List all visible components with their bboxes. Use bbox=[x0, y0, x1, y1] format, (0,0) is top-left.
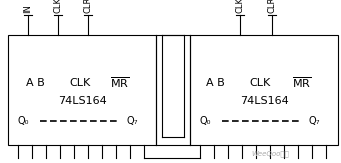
Bar bbox=[8, 35, 156, 145]
Text: A B: A B bbox=[26, 78, 44, 88]
Text: $\overline{\mathrm{MR}}$: $\overline{\mathrm{MR}}$ bbox=[292, 76, 312, 90]
Text: CLR: CLR bbox=[84, 0, 92, 13]
Text: Q₀: Q₀ bbox=[200, 116, 211, 126]
Text: Q₇: Q₇ bbox=[127, 116, 138, 126]
Text: A B: A B bbox=[206, 78, 224, 88]
Text: 74LS164: 74LS164 bbox=[58, 96, 106, 106]
Text: IN: IN bbox=[24, 4, 32, 13]
Text: CLKI: CLKI bbox=[236, 0, 244, 13]
Bar bbox=[190, 35, 338, 145]
Text: CLK: CLK bbox=[69, 78, 91, 88]
Text: WeeQoo推库: WeeQoo推库 bbox=[251, 150, 289, 157]
Text: Q₀: Q₀ bbox=[18, 116, 30, 126]
Text: CLKI: CLKI bbox=[54, 0, 62, 13]
Text: CLR: CLR bbox=[267, 0, 277, 13]
Text: CLK: CLK bbox=[249, 78, 271, 88]
Text: 74LS164: 74LS164 bbox=[240, 96, 288, 106]
Text: Q₇: Q₇ bbox=[309, 116, 320, 126]
Text: $\overline{\mathrm{MR}}$: $\overline{\mathrm{MR}}$ bbox=[110, 76, 130, 90]
